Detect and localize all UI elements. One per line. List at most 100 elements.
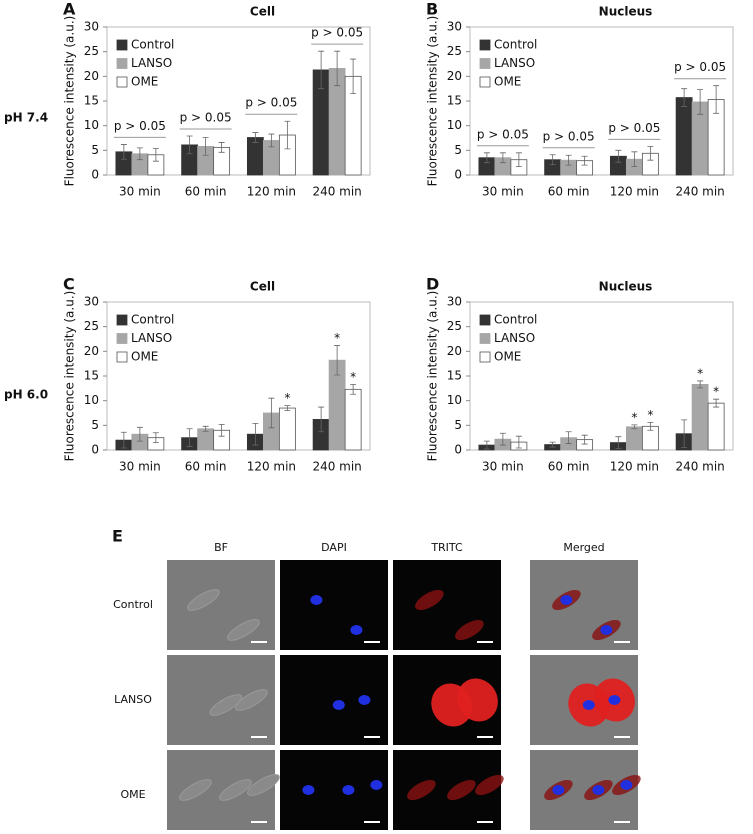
y-tick-label: 0: [91, 443, 99, 457]
error-bar: [218, 142, 225, 153]
error-bar: [186, 135, 193, 155]
error-bar: [631, 424, 638, 430]
column-header: DAPI: [321, 541, 347, 554]
column-header: TRITC: [430, 541, 463, 554]
bar: [197, 428, 215, 451]
chart-title: Cell: [250, 5, 275, 19]
cell-stain: [415, 589, 444, 611]
error-bar: [549, 441, 556, 448]
chart-title: Cell: [250, 280, 275, 294]
image-row-label: Control: [113, 598, 153, 611]
bar: [278, 407, 296, 451]
error-bar: [647, 145, 654, 161]
cell-stain: [407, 779, 436, 801]
legend-label: LANSO: [494, 331, 535, 345]
x-tick-label: 120 min: [610, 460, 659, 474]
error-bar: [515, 152, 522, 168]
cell-outline: [235, 689, 268, 711]
error-bar: [499, 152, 506, 164]
annotation: p > 0.05: [608, 121, 660, 135]
bar: [625, 426, 643, 451]
x-tick-label: 240 min: [312, 460, 361, 474]
image-row-label: LANSO: [114, 693, 152, 706]
y-axis-label: Fluorescence intensity (a.u.): [63, 291, 77, 462]
legend-swatch: [479, 76, 491, 88]
micrograph: [393, 560, 501, 650]
cell-outline: [209, 694, 243, 716]
y-tick-label: 0: [454, 168, 462, 182]
micrograph: [280, 655, 388, 745]
y-tick-label: 20: [447, 344, 462, 358]
micrograph: [280, 750, 388, 830]
legend-label: OME: [131, 75, 158, 89]
y-axis-label: Fluorescence intensity (a.u.): [426, 291, 440, 462]
cell-stain: [455, 619, 484, 641]
nucleus: [600, 625, 613, 635]
error-bar: [218, 423, 225, 437]
panel-label: D: [426, 275, 439, 294]
error-bar: [252, 132, 259, 143]
y-tick-label: 10: [84, 393, 99, 407]
error-bar: [334, 345, 341, 376]
y-tick-label: 15: [84, 369, 99, 383]
image-row-label: OME: [120, 788, 145, 801]
chart-title: Nucleus: [599, 280, 653, 294]
cell-outline: [187, 589, 220, 611]
bar: [691, 383, 709, 451]
annotation: p > 0.05: [674, 60, 726, 74]
y-tick-label: 15: [84, 94, 99, 108]
legend-swatch: [479, 333, 491, 344]
nucleus: [342, 785, 355, 795]
legend-label: OME: [494, 75, 521, 89]
error-bar: [318, 406, 325, 433]
bar: [246, 137, 264, 176]
y-tick-label: 5: [454, 143, 462, 157]
annotation: p > 0.05: [477, 127, 529, 141]
error-bar: [549, 154, 556, 166]
y-tick-label: 10: [447, 118, 462, 132]
error-bar: [681, 88, 688, 107]
x-tick-label: 30 min: [119, 460, 161, 474]
x-tick-label: 60 min: [185, 460, 227, 474]
legend-swatch: [479, 351, 491, 363]
cell-outline: [179, 779, 212, 801]
legend-swatch: [116, 76, 128, 88]
error-bar: [186, 428, 193, 447]
micrograph: [167, 560, 275, 650]
y-tick-label: 25: [84, 44, 99, 58]
micrograph: [280, 560, 388, 650]
error-bar: [713, 85, 720, 114]
legend-label: Control: [494, 313, 537, 327]
panel-label: A: [63, 0, 76, 19]
nucleus: [310, 595, 323, 605]
y-tick-label: 30: [447, 20, 462, 34]
legend-label: LANSO: [131, 56, 172, 70]
legend-label: OME: [494, 350, 521, 364]
error-bar: [268, 133, 275, 148]
y-axis-label: Fluorescence intensity (a.u.): [63, 16, 77, 187]
error-bar: [515, 435, 522, 449]
x-tick-label: 240 min: [312, 185, 361, 199]
error-bar: [483, 152, 490, 164]
legend-label: LANSO: [494, 56, 535, 70]
error-bar: [483, 440, 490, 450]
y-tick-label: 25: [447, 44, 462, 58]
significance-marker: *: [350, 370, 356, 384]
bar: [344, 388, 362, 451]
y-tick-label: 15: [447, 369, 462, 383]
error-bar: [631, 151, 638, 168]
error-bar: [697, 89, 704, 115]
significance-marker: *: [284, 391, 290, 405]
y-tick-label: 20: [84, 344, 99, 358]
panel-label: C: [63, 275, 75, 294]
error-bar: [202, 425, 209, 432]
error-bar: [350, 58, 357, 94]
legend-label: Control: [131, 313, 174, 327]
error-bar: [565, 154, 572, 166]
annotation: p > 0.05: [543, 129, 595, 143]
nucleus: [560, 595, 573, 605]
x-tick-label: 60 min: [548, 185, 590, 199]
y-tick-label: 20: [84, 69, 99, 83]
y-tick-label: 5: [91, 143, 99, 157]
panel-label: B: [426, 0, 438, 19]
